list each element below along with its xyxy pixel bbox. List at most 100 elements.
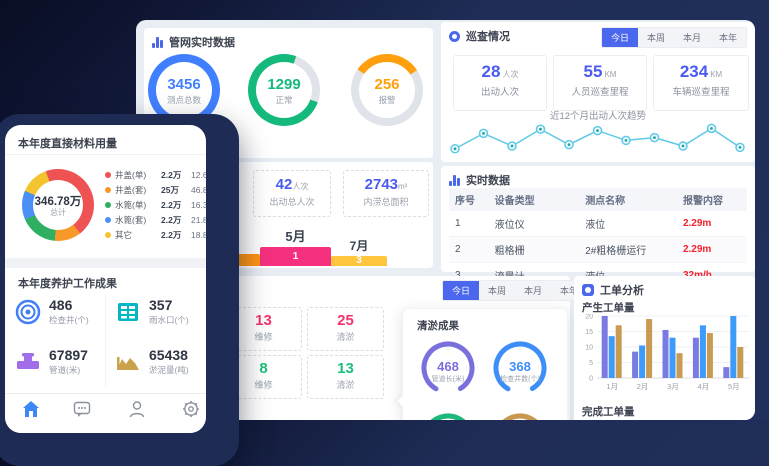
bar-chart-icon: [449, 174, 460, 186]
table-row[interactable]: 1 液位仪 液位 2.29m: [449, 211, 747, 237]
svg-text:3月: 3月: [667, 382, 679, 391]
legend-percent: 12.6%: [191, 169, 206, 180]
svg-text:5月: 5月: [728, 382, 740, 391]
stat-label: 车辆巡查里程: [672, 87, 730, 98]
legend-percent: 21.8%: [191, 214, 206, 225]
network-realtime-card: 管网实时数据 3456 测点总数 1299 正常 256 报警: [144, 28, 433, 158]
gauge-value: 1299: [267, 76, 301, 93]
legend-percent: 16.3%: [191, 199, 206, 210]
legend-dot: [105, 216, 111, 223]
stat-label: 雨水口(个): [149, 315, 189, 325]
legend-label: 其它: [115, 229, 133, 240]
chart-title: 产生工单量: [582, 302, 635, 314]
table-header: 设备类型: [488, 188, 580, 211]
stat-label: 人员巡查里程: [571, 87, 629, 98]
legend-dot: [105, 231, 111, 238]
alarm-value: 2.29m: [676, 236, 747, 263]
tab-本月[interactable]: 本月: [524, 286, 543, 296]
realtime-data-card: 实时数据 序号 设备类型 测点名称 报警内容 1 液位仪 液位 2.29m 2 粗格栅 2#粗格栅…: [441, 166, 755, 289]
donut-total: 346.78万: [34, 196, 82, 208]
stat-value: 234: [679, 62, 709, 81]
material-card-title: 本年度直接材料用量: [18, 138, 117, 150]
stat-label: 淤泥量(吨): [149, 365, 189, 375]
table-header: 报警内容: [676, 188, 747, 211]
sludge-icon: [117, 356, 139, 370]
stat-unit: KM: [710, 70, 723, 79]
dashboard-panel: 管网实时数据 3456 测点总数 1299 正常 256 报警 巡查情况 今日本…: [136, 20, 755, 420]
trend-title: 近12个月出动人次趋势: [549, 111, 647, 122]
maintenance-stat-sludge: 65438 淤泥量(吨): [115, 347, 189, 376]
tab-今日[interactable]: 今日: [443, 281, 480, 300]
mini-gauge-cut-1: [417, 409, 479, 420]
table-cell: 1: [449, 211, 489, 237]
legend-percent: 18.8%: [191, 229, 206, 240]
workorder-card: 工单分析 产生工单量 0 5 10 15 20 1月 2月 3月 4月 5月 完成工单量: [574, 276, 755, 420]
maintenance-stat-rain-inlet: 357 雨水口(个): [115, 297, 189, 326]
gauge-label: 报警: [378, 95, 396, 105]
chart-title-bottom: 完成工单量: [582, 406, 635, 418]
tab-本周[interactable]: 本周: [646, 33, 665, 43]
mini-gauge-manhole-count: 368 检查井数(个): [489, 337, 551, 399]
maintenance-card-title: 本年度养护工作成果: [18, 278, 117, 290]
stat-value: 25: [337, 312, 354, 329]
divider: [5, 154, 206, 155]
stat-label: 维修: [254, 380, 273, 390]
patrol-period-tabs: 今日 本周 本月 本年: [600, 27, 747, 48]
tab-今日[interactable]: 今日: [601, 28, 638, 47]
stat-dispatch-count: 28 人次 出动人次: [453, 55, 547, 111]
divider: [105, 295, 106, 387]
gauge-label: 检查井数(个): [500, 376, 540, 383]
legend-label: 水篦(单): [115, 199, 147, 210]
stat-unit: 人次: [292, 182, 309, 191]
podium-month: 7月: [349, 239, 369, 253]
stat-value: 65438: [149, 347, 188, 363]
card-title: 工单分析: [600, 285, 644, 297]
table-row[interactable]: 2 粗格栅 2#粗格栅运行 2.29m: [449, 236, 747, 263]
legend-value: 2.2万: [161, 229, 182, 240]
legend-label: 水篦(套): [115, 214, 147, 225]
podium-month: 5月: [285, 229, 306, 244]
mobile-panel-screen: 本年度直接材料用量 346.78万 总计 井盖(单) 2.2万 12.6% 井盖(套)…: [5, 125, 206, 433]
stat-value: 67897: [49, 347, 88, 363]
mini-gauge-cut-2: [489, 409, 551, 420]
legend-percent: 46.8%: [191, 184, 206, 195]
gauge-total-points: 3456 测点总数: [148, 54, 220, 126]
patrol-icon: [449, 30, 460, 42]
legend-row: 水篦(单) 2.2万 16.3%: [105, 197, 206, 212]
gauge-label: 测点总数: [166, 95, 201, 105]
legend-label: 井盖(单): [115, 169, 147, 180]
svg-text:10: 10: [585, 345, 593, 352]
legend-row: 井盖(套) 25万 46.8%: [105, 182, 206, 197]
workorder-icon: [582, 284, 594, 296]
podium-bar: 1: [260, 247, 331, 266]
stat-value: 42: [275, 176, 293, 193]
tab-本月[interactable]: 本月: [682, 33, 701, 43]
chat-icon[interactable]: [73, 400, 91, 418]
svg-text:20: 20: [585, 314, 593, 321]
maintenance-stat-pipe: 67897 管道(米): [15, 347, 88, 376]
gauge-value: 368: [509, 359, 531, 374]
legend-row: 井盖(单) 2.2万 12.6%: [105, 167, 206, 182]
popover-title: 清淤成果: [417, 320, 459, 332]
stat-value: 13: [337, 360, 354, 377]
tab-本年[interactable]: 本年: [560, 286, 579, 296]
settings-icon[interactable]: [182, 400, 200, 418]
stat-label: 维修: [254, 332, 273, 342]
stat-label: 管道(米): [49, 365, 81, 375]
stat-label: 清淤: [336, 332, 355, 342]
mobile-bottom-nav: [5, 393, 206, 433]
maintenance-period-tabs: 今日 本周 本月 本年: [442, 280, 589, 301]
user-icon[interactable]: [128, 400, 146, 418]
tab-本周[interactable]: 本周: [488, 286, 507, 296]
podium-rank-1: 5月 1: [260, 226, 331, 266]
popover-notch: [397, 395, 409, 407]
home-icon[interactable]: [22, 400, 40, 418]
stat-label: 检查井(个): [49, 315, 89, 325]
gauge-normal: 1299 正常: [248, 54, 320, 126]
stat-value: 357: [149, 297, 173, 313]
tab-本年[interactable]: 本年: [718, 33, 737, 43]
rain-inlet-icon: [118, 302, 138, 321]
material-donut-chart: 346.78万 总计: [22, 169, 94, 241]
svg-text:5: 5: [589, 360, 593, 367]
gauge-value: 468: [437, 359, 459, 374]
